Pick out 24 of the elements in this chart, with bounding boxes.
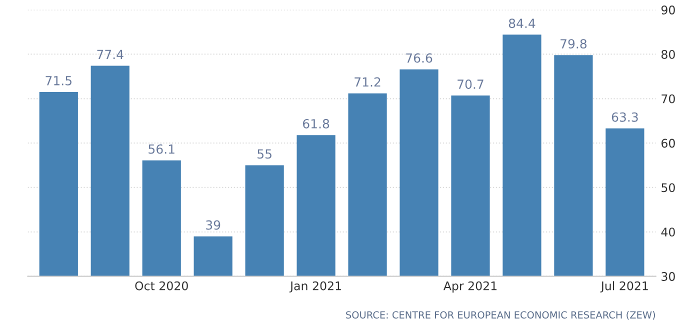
x-tick-label: Jan 2021 [289, 281, 341, 293]
data-label: 71.5 [46, 76, 72, 86]
y-tick-label: 50 [662, 183, 675, 192]
x-tick-label: Apr 2021 [443, 281, 497, 293]
data-label: 71.2 [354, 77, 380, 87]
data-label: 76.6 [406, 53, 432, 63]
data-label: 63.3 [612, 112, 638, 122]
y-tick-label: 90 [661, 6, 675, 14]
x-tick-label: Oct 2020 [135, 281, 188, 290]
y-tick-label: 30 [662, 272, 675, 281]
y-tick-label: 60 [662, 138, 675, 148]
data-label: 55 [258, 149, 272, 159]
data-label: 79.8 [560, 39, 587, 49]
y-tick-label: 70 [662, 94, 675, 104]
data-label: 61.8 [303, 119, 330, 128]
data-label: 77.4 [97, 50, 124, 60]
data-label: 70.7 [458, 79, 484, 89]
y-tick-label: 80 [661, 50, 675, 59]
data-label: 56.1 [148, 144, 174, 154]
data-label: 39 [206, 220, 220, 230]
data-label: 84.4 [508, 18, 536, 28]
source-note: SOURCE: CENTRE FOR EUROPEAN ECONOMIC RESEARCH (ZEW) [346, 311, 655, 320]
x-tick-label: Jul 2021 [600, 281, 648, 293]
y-tick-label: 40 [661, 228, 675, 237]
